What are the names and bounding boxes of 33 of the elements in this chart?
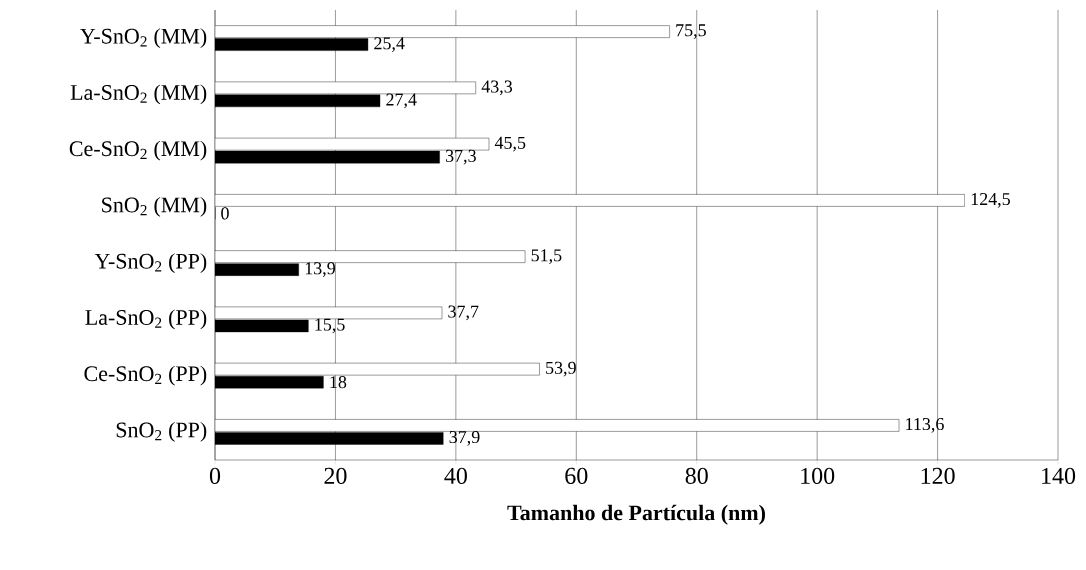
y-tick-label: La-SnO$_{2}$ (MM) (70, 84, 207, 105)
data-label: 15,5 (315, 318, 345, 334)
y-tick-label: Y-SnO$_{2}$ (MM) (80, 28, 207, 49)
y-tick-label: Ce-SnO$_{2}$ (PP) (84, 365, 207, 386)
data-label: 18 (330, 376, 347, 389)
x-axis-title: Tamanho de Partícula (nm) (507, 504, 765, 525)
x-tick-label: 40 (444, 467, 467, 484)
data-label: 43,3 (481, 80, 513, 96)
data-label: 51,5 (531, 249, 562, 264)
x-tick-label: 60 (565, 467, 588, 484)
data-label: 37,3 (445, 149, 476, 165)
y-tick-label: Ce-SnO$_{2}$ (MM) (69, 140, 207, 161)
data-label: 25,4 (374, 37, 405, 52)
y-tick-label: La-SnO$_{2}$ (PP) (85, 309, 207, 330)
x-tick-label: 20 (324, 467, 347, 484)
data-label: 37,9 (449, 431, 480, 446)
data-label: 113,6 (906, 418, 944, 433)
data-label: 124,5 (971, 193, 1010, 208)
y-tick-label: SnO$_{2}$ (MM) (102, 196, 207, 217)
x-tick-label: 140 (1042, 467, 1076, 484)
data-label: 45,5 (494, 136, 526, 152)
data-label: 27,4 (386, 93, 417, 109)
x-tick-label: 80 (685, 467, 708, 484)
data-label: 75,5 (676, 24, 706, 39)
data-label: 0 (221, 207, 229, 220)
x-tick-label: 0 (209, 467, 221, 484)
data-label: 37,7 (448, 305, 479, 321)
y-tick-label: Y-SnO$_{2}$ (PP) (94, 253, 207, 274)
x-tick-label: 100 (801, 467, 835, 484)
data-label: 13,9 (305, 262, 335, 277)
y-tick-label: SnO$_{2}$ (PP) (116, 421, 207, 442)
data-label: 53,9 (546, 361, 576, 377)
x-tick-label: 120 (921, 467, 955, 484)
